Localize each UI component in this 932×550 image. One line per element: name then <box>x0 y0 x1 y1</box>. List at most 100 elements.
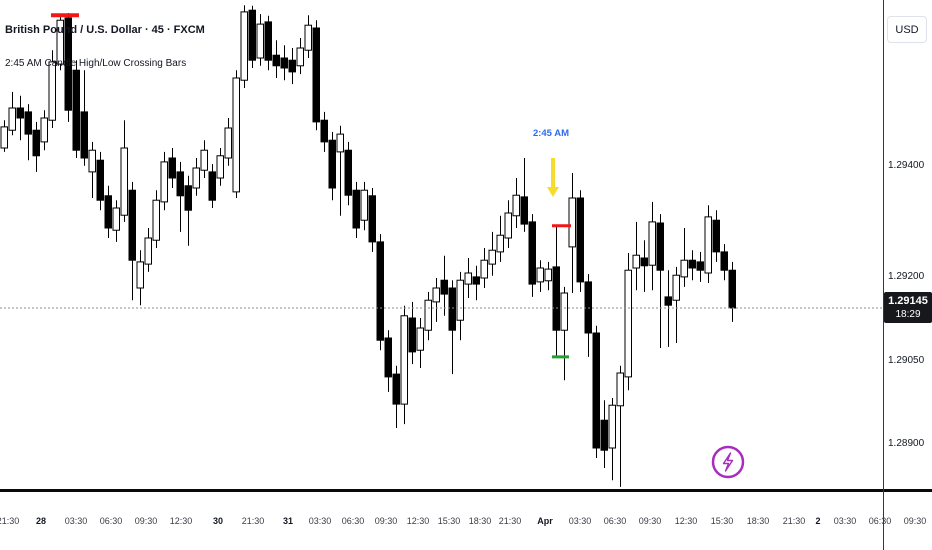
time-tick-date-label: 28 <box>35 516 47 526</box>
candle-up <box>232 77 240 193</box>
candle-down <box>80 111 88 159</box>
lightning-circle-icon[interactable] <box>711 445 745 479</box>
candle-up <box>544 268 552 282</box>
time-tick-label: 09:30 <box>134 516 158 526</box>
candle-down <box>272 54 280 67</box>
time-tick-label: 06:30 <box>341 516 365 526</box>
currency-button[interactable]: USD <box>887 16 927 43</box>
candle-up <box>112 207 120 231</box>
candle-up <box>680 259 688 278</box>
down-arrow-icon <box>551 158 555 187</box>
time-tick-label: 12:30 <box>674 516 698 526</box>
time-tick-label: 21:30 <box>0 516 20 526</box>
price-scale[interactable]: USD 1.29400 1.29200 1.29050 1.28900 1.29145… <box>884 0 932 550</box>
candle-up <box>424 299 432 331</box>
candle-up <box>216 155 224 179</box>
candle-up <box>504 212 512 239</box>
candle-up <box>432 287 440 303</box>
time-tick-label: 09:30 <box>638 516 662 526</box>
candle-up <box>360 189 368 221</box>
time-tick-label: 21:30 <box>782 516 806 526</box>
candle-down <box>320 119 328 143</box>
candle-down <box>376 241 384 341</box>
candle-up <box>0 126 8 149</box>
time-tick-label: 06:30 <box>868 516 892 526</box>
candle-down <box>328 139 336 189</box>
indicator-title[interactable]: 2:45 AM Candle High/Low Crossing Bars <box>5 58 187 69</box>
time-scale[interactable]: 21:30 28 03:30 06:30 09:30 12:30 30 21:30 31 03:3… <box>0 492 932 550</box>
candle-down <box>288 59 296 73</box>
candle-down <box>712 219 720 253</box>
lightning-bolt-icon <box>722 452 734 472</box>
candle-up <box>464 272 472 285</box>
candle-up <box>496 234 504 253</box>
symbol-title[interactable]: British Pound / U.S. Dollar · 45 · FXCM <box>5 24 205 36</box>
candle-up <box>144 237 152 265</box>
time-tick-label: 09:30 <box>903 516 927 526</box>
candle-up <box>624 269 632 378</box>
time-tick-label: 21:30 <box>498 516 522 526</box>
candle-down <box>128 189 136 261</box>
candle-up <box>568 197 576 248</box>
time-tick-label: 15:30 <box>437 516 461 526</box>
time-tick-date-label: Apr <box>537 516 553 526</box>
candle-down <box>696 261 704 271</box>
time-tick-label: 06:30 <box>603 516 627 526</box>
time-tick-date-label: 2 <box>815 516 821 526</box>
time-axis-border <box>0 489 932 492</box>
candle-up <box>88 149 96 173</box>
down-arrow-icon <box>547 187 559 197</box>
candle-down <box>96 159 104 201</box>
last-price-badge: 1.29145 18:29 <box>884 292 932 323</box>
candle-down <box>584 281 592 334</box>
candle-up <box>256 23 264 59</box>
candle-up <box>120 147 128 216</box>
last-price-value: 1.29145 <box>888 295 928 307</box>
candle-up <box>480 259 488 279</box>
candle-up <box>416 327 424 351</box>
candle-up <box>672 274 680 301</box>
time-tick-label: 03:30 <box>833 516 857 526</box>
candle-up <box>648 221 656 266</box>
time-tick-label: 06:30 <box>99 516 123 526</box>
candle-down <box>392 373 400 405</box>
candle-down <box>408 317 416 353</box>
candle-up <box>240 11 248 81</box>
time-tick-label: 18:30 <box>746 516 770 526</box>
time-tick-label: 03:30 <box>568 516 592 526</box>
candle-down <box>72 69 80 151</box>
candle-down <box>24 111 32 135</box>
time-tick-label: 18:30 <box>468 516 492 526</box>
candle-down <box>472 276 480 285</box>
candle-up <box>8 107 16 131</box>
candle-down <box>344 149 352 196</box>
time-tick-label: 15:30 <box>710 516 734 526</box>
candle-down <box>184 185 192 211</box>
time-tick-date-label: 30 <box>212 516 224 526</box>
candle-up <box>560 292 568 331</box>
candle-up <box>304 24 312 51</box>
candle-down <box>520 196 528 225</box>
candle-down <box>640 257 648 267</box>
candle-up <box>400 315 408 405</box>
candle-down <box>528 221 536 285</box>
candle-up <box>608 404 616 449</box>
candle-up <box>536 267 544 283</box>
candle-up <box>616 372 624 407</box>
candle-up <box>336 133 344 153</box>
candle-down <box>352 189 360 229</box>
candle-down <box>448 287 456 331</box>
candle-up <box>296 47 304 67</box>
candle-down <box>64 17 72 111</box>
candle-down <box>688 259 696 269</box>
candle-up <box>512 194 520 217</box>
time-tick-label: 03:30 <box>64 516 88 526</box>
candle-up <box>152 199 160 241</box>
candle-down <box>176 171 184 197</box>
price-tick-label: 1.28900 <box>888 438 925 450</box>
chart-pane[interactable] <box>0 0 883 490</box>
candle-up <box>192 167 200 189</box>
price-tick-label: 1.29200 <box>888 271 925 283</box>
